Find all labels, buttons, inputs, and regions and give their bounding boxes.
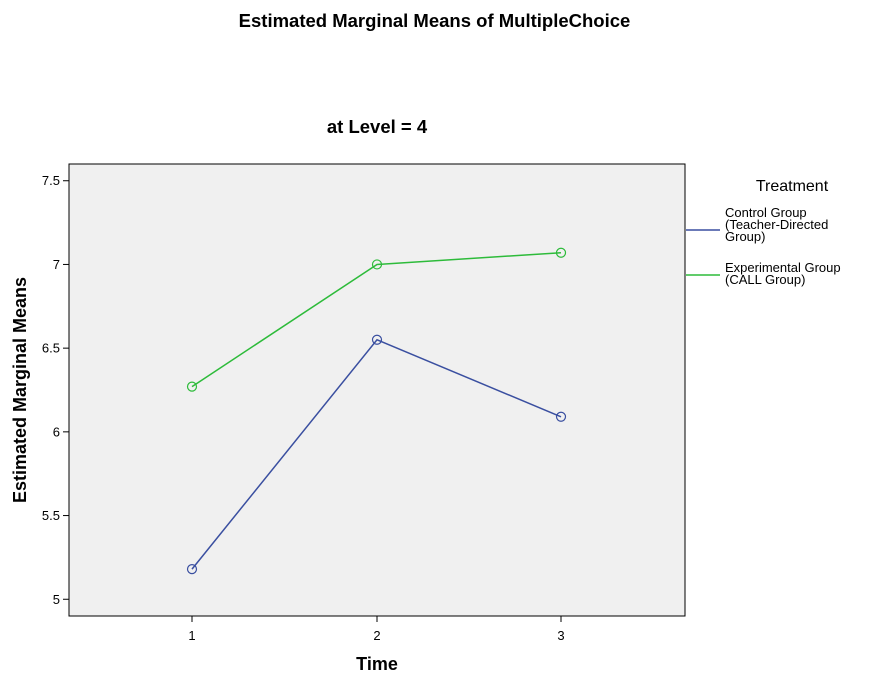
data-point xyxy=(371,334,383,345)
y-axis-ticks: 5 5.5 6 6.5 7 7.5 xyxy=(42,173,69,607)
y-tick-label: 6.5 xyxy=(42,341,60,356)
chart-subtitle: at Level = 4 xyxy=(326,116,428,137)
x-tick-label: 2 xyxy=(373,628,380,643)
data-point xyxy=(186,564,198,575)
legend-label: Group) xyxy=(725,229,765,244)
data-point xyxy=(371,259,383,270)
data-point xyxy=(555,411,567,422)
x-tick-label: 3 xyxy=(557,628,564,643)
plot-area xyxy=(68,163,686,617)
y-tick-label: 7.5 xyxy=(42,173,60,188)
chart-title: Estimated Marginal Means of MultipleChoi… xyxy=(238,10,631,31)
y-tick-label: 7 xyxy=(53,257,60,272)
legend-label: (Teacher-Directed xyxy=(725,217,828,232)
x-axis-ticks: 1 2 3 xyxy=(188,616,565,643)
y-tick-label: 5 xyxy=(53,592,60,607)
legend-title: Treatment xyxy=(756,178,829,195)
legend-label: Control Group xyxy=(725,205,807,220)
series-line xyxy=(191,338,562,570)
legend-label: (CALL Group) xyxy=(725,272,805,287)
y-tick-label: 6 xyxy=(53,424,60,439)
legend-label: Experimental Group xyxy=(725,260,841,275)
y-tick-label: 5.5 xyxy=(42,508,60,523)
data-point xyxy=(186,381,198,392)
series-layer xyxy=(186,247,567,575)
x-tick-label: 1 xyxy=(188,628,195,643)
legend: Treatment Control Group(Teacher-Directed… xyxy=(686,178,841,287)
y-axis-title: Estimated Marginal Means xyxy=(10,277,30,503)
series-1 xyxy=(186,334,567,575)
series-line xyxy=(191,251,562,388)
legend-item: Experimental Group(CALL Group) xyxy=(686,260,841,287)
data-point xyxy=(555,247,567,258)
x-axis-title: Time xyxy=(356,654,398,674)
series-2 xyxy=(186,247,567,392)
